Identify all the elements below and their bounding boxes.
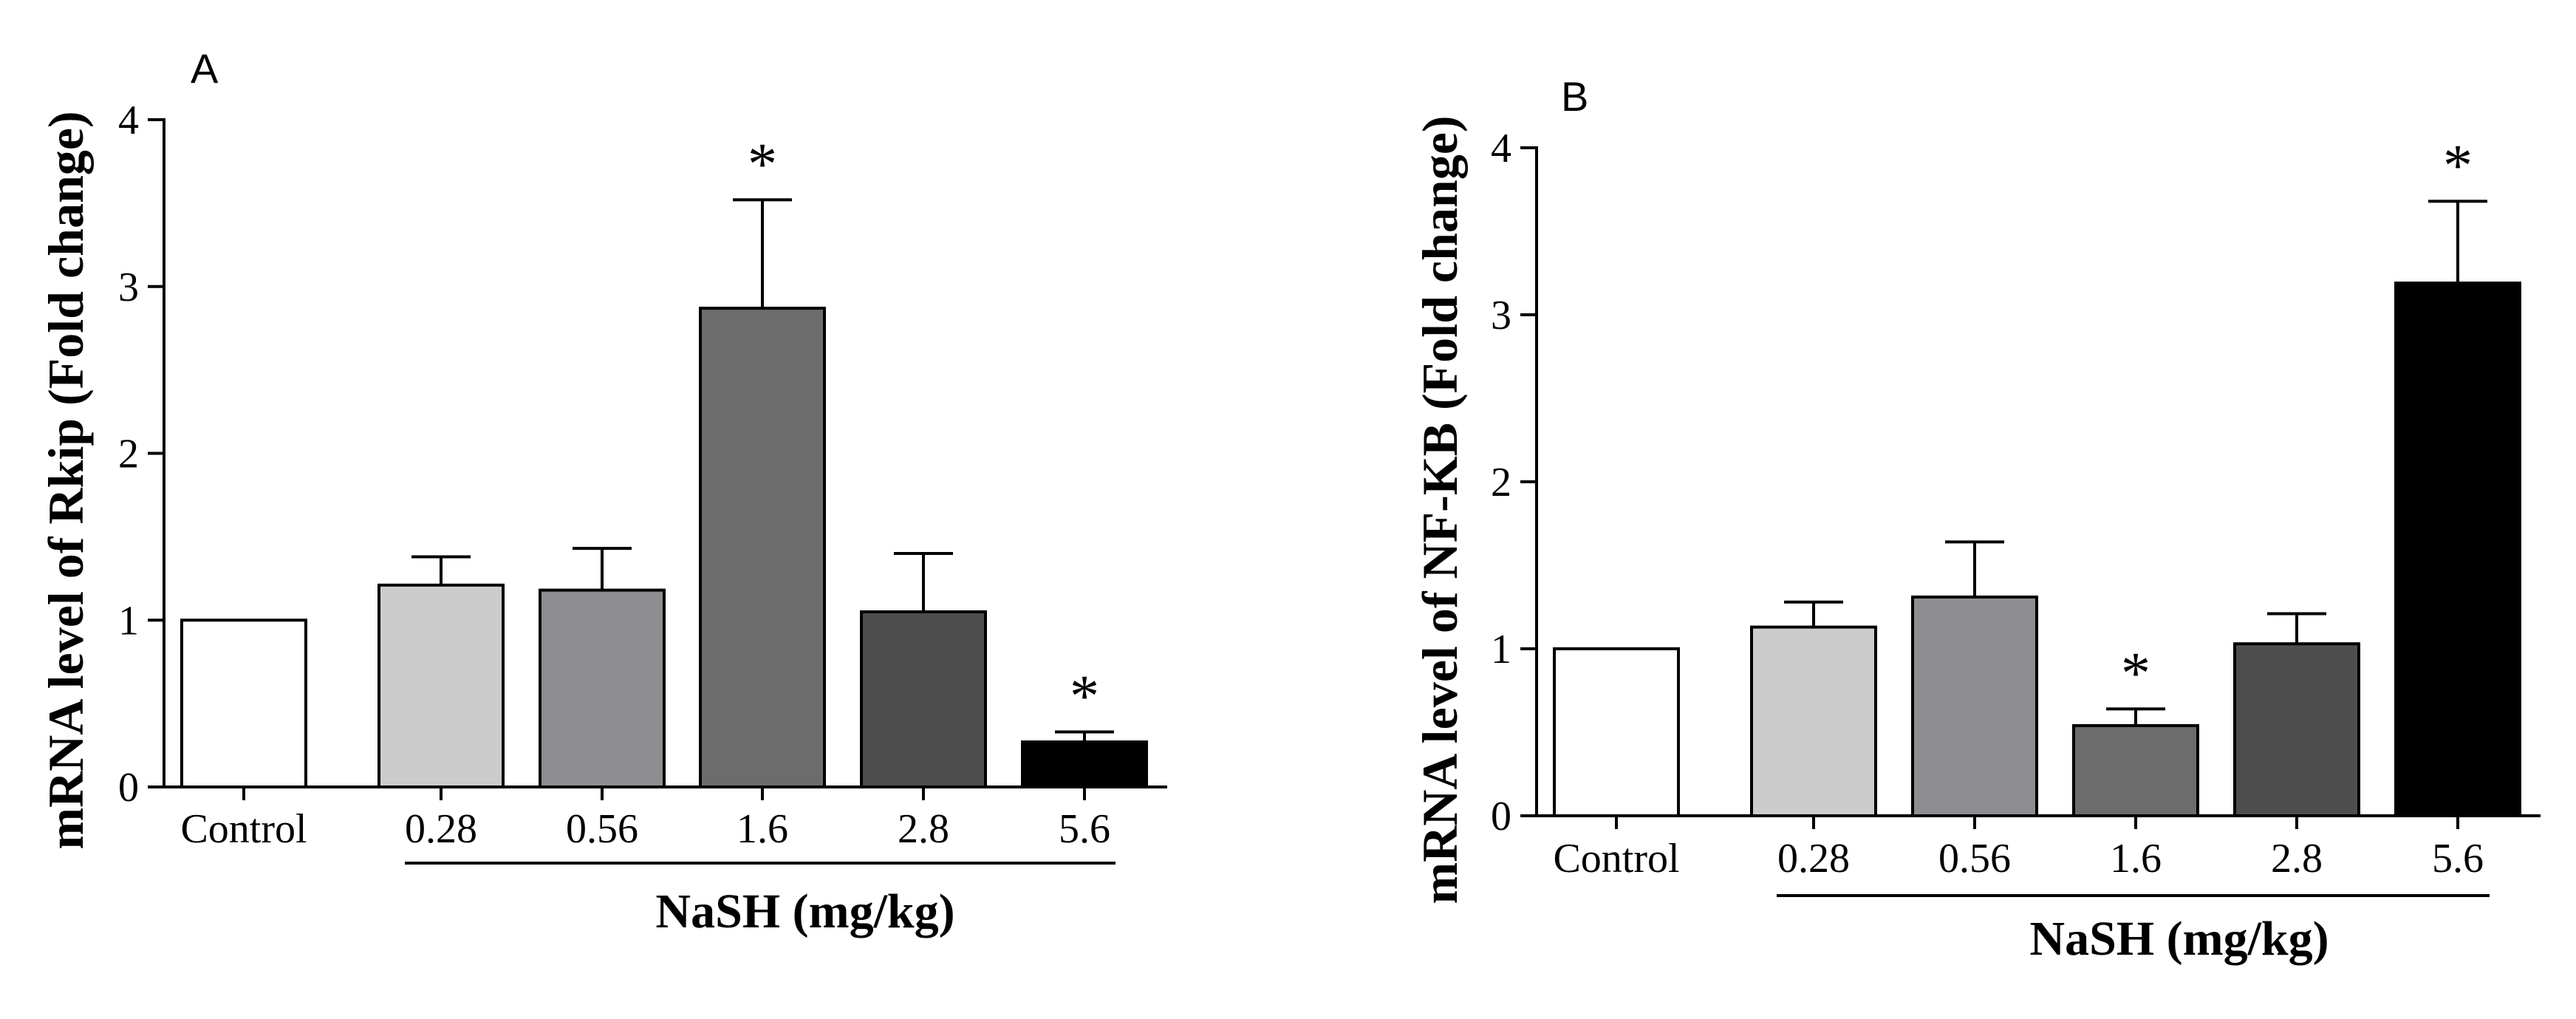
panel-a-category-label: 2.8 — [898, 806, 949, 852]
panel-a-bar-6 — [1021, 740, 1148, 788]
panel-a-bar-5 — [860, 610, 987, 789]
panel-b-y-tick-label: 2 — [1491, 460, 1511, 505]
panel-a-y-tick-label: 2 — [118, 432, 139, 477]
panel-a-category-label: 0.28 — [405, 806, 477, 852]
panel-b-bar-1 — [1553, 647, 1680, 817]
panel-a-significance-marker: * — [748, 132, 777, 197]
panel-a-bar-4 — [699, 307, 826, 789]
panel-a-category-label: Control — [180, 806, 307, 852]
panel-a-x-group-title: NaSH (mg/kg) — [655, 885, 954, 938]
panel-b-letter: B — [1561, 73, 1588, 120]
panel-b-bar-6 — [2394, 282, 2521, 817]
panel-b-significance-marker: * — [2121, 641, 2150, 706]
panel-b-y-tick-label: 1 — [1491, 627, 1511, 672]
panel-b-category-label: 0.56 — [1938, 836, 2011, 882]
panel-a-y-tick-label: 0 — [118, 765, 139, 811]
panel-b-bar-3 — [1911, 595, 2038, 817]
panel-a-bar-3 — [539, 588, 666, 788]
panel-a-bar-2 — [377, 583, 505, 789]
panel-a-category-label: 0.56 — [566, 806, 638, 852]
panel-a-bar-1 — [180, 618, 307, 788]
panel-b-y-tick-label: 3 — [1491, 293, 1511, 338]
panel-a-plot: 0 1 2 3 4 Control 0.28 0.56 * 1.6 2.8 * 5.6 — [118, 98, 1167, 865]
panel-a: A mRNA level of Rkip (Fold change) NaSH … — [38, 45, 1167, 938]
panel-b-category-label: 2.8 — [2271, 836, 2323, 882]
panel-a-letter: A — [191, 45, 219, 92]
panel-b-category-label: 0.28 — [1777, 836, 1850, 882]
panel-b: B mRNA level of NF-KB (Fold change) NaSH… — [1412, 73, 2541, 966]
panel-b-bar-2 — [1750, 625, 1877, 817]
panel-a-y-tick-label: 1 — [118, 598, 139, 644]
panel-b-category-label: 5.6 — [2432, 836, 2484, 882]
panel-b-x-group-title: NaSH (mg/kg) — [2029, 912, 2329, 966]
panel-b-y-axis-title: mRNA level of NF-KB (Fold change) — [1412, 115, 1468, 904]
panel-a-significance-marker: * — [1070, 664, 1099, 729]
panel-b-bar-5 — [2233, 642, 2360, 817]
panel-b-y-tick-label: 0 — [1491, 794, 1511, 839]
panel-b-bar-4 — [2072, 723, 2199, 818]
panel-a-category-label: 5.6 — [1059, 806, 1110, 852]
panel-b-plot: 0 1 2 3 4 Control 0.28 0.56 * 1.6 2.8 * 5.6 — [1491, 126, 2541, 897]
panel-b-y-tick-label: 4 — [1491, 126, 1511, 171]
panel-a-y-tick-label: 3 — [118, 265, 139, 310]
panel-b-category-label: Control — [1553, 836, 1679, 882]
panel-b-category-label: 1.6 — [2110, 836, 2162, 882]
panel-b-significance-marker: * — [2443, 133, 2473, 198]
panel-a-y-tick-label: 4 — [118, 98, 139, 143]
panel-a-category-label: 1.6 — [737, 806, 788, 852]
panel-a-y-axis-title: mRNA level of Rkip (Fold change) — [38, 111, 94, 849]
